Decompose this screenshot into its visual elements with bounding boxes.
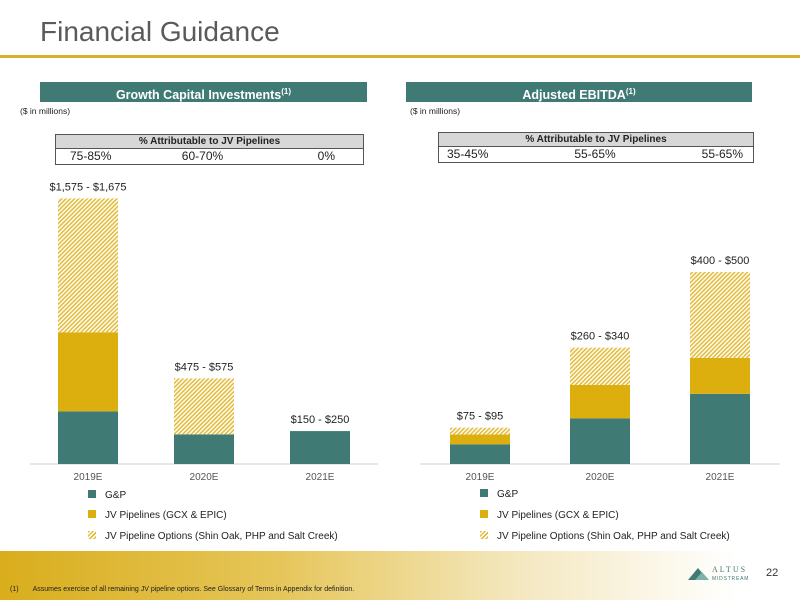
options-swatch <box>88 531 96 540</box>
right-units-label: ($ in millions) <box>410 106 461 116</box>
gp-swatch <box>480 489 488 498</box>
growth-capital-bar-jv-options-2019E <box>58 198 118 333</box>
footnote-number: (1) <box>10 586 19 593</box>
growth-capital-banner-text: Growth Capital Investments <box>115 88 282 103</box>
right-legend-item-gp: G&P <box>480 489 518 501</box>
options-swatch <box>480 531 488 540</box>
footnote: (1) Assumes exercise of all remaining JV … <box>10 586 354 593</box>
growth-capital-bar-jv-pipelines-2019E <box>58 332 118 412</box>
left-jv-value-2019: 75-85% <box>70 149 112 163</box>
altus-logo: ALTUS MIDSTREAM <box>686 562 756 589</box>
growth-capital-bar-jv-options-2020E <box>174 378 234 435</box>
growth-capital-bar-label-2021E: $150 - $250 <box>291 414 350 426</box>
adjusted-ebitda-tick-label-2020E: 2020E <box>586 472 615 483</box>
right-legend-label-gp: G&P <box>497 489 519 500</box>
page-title: Financial Guidance <box>40 16 280 47</box>
growth-capital-bar-gp-2019E <box>58 411 118 464</box>
left-jv-table-header: % Attributable to JV Pipelines <box>56 135 363 149</box>
adjusted-ebitda-bar-gp-2020E <box>570 418 630 464</box>
adjusted-ebitda-bar-jv-pipelines-2019E <box>450 434 510 445</box>
growth-capital-bar-gp-2021E <box>290 431 350 464</box>
right-jv-table: % Attributable to JV Pipelines 35-45% 55… <box>438 132 754 163</box>
growth-capital-bar-gp-2020E <box>174 434 234 464</box>
logo-line2: MIDSTREAM <box>712 576 749 582</box>
growth-capital-footnote-ref: (1) <box>281 87 292 96</box>
left-legend-label-options: JV Pipeline Options (Shin Oak, PHP and S… <box>105 531 338 542</box>
adjusted-ebitda-footnote-ref: (1) <box>625 87 636 96</box>
left-jv-value-2020: 60-70% <box>181 149 224 163</box>
adjusted-ebitda-bar-jv-options-2021E <box>690 272 750 358</box>
right-jv-value-2020: 55-65% <box>574 147 616 161</box>
left-legend-label-gp: G&P <box>105 490 127 501</box>
adjusted-ebitda-tick-label-2019E: 2019E <box>466 472 495 483</box>
adjusted-ebitda-bar-jv-options-2019E <box>450 427 510 435</box>
left-jv-value-2021: 0% <box>317 149 335 163</box>
adjusted-ebitda-bar-jv-options-2020E <box>570 347 630 385</box>
left-legend-item-options: JV Pipeline Options (Shin Oak, PHP and S… <box>88 531 338 543</box>
right-jv-value-2019: 35-45% <box>447 147 489 161</box>
growth-capital-tick-label-2020E: 2020E <box>190 472 219 483</box>
page-number: 22 <box>766 567 779 579</box>
adjusted-ebitda-bar-gp-2019E <box>450 444 510 464</box>
adjusted-ebitda-banner-text: Adjusted EBITDA <box>522 88 626 103</box>
title-divider <box>0 55 800 58</box>
growth-capital-bar-label-2019E: $1,575 - $1,675 <box>49 181 126 193</box>
left-legend-label-jv: JV Pipelines (GCX & EPIC) <box>105 510 227 521</box>
adjusted-ebitda-bar-jv-pipelines-2021E <box>690 357 750 394</box>
left-units-label: ($ in millions) <box>20 106 71 116</box>
left-jv-table: % Attributable to JV Pipelines 75-85% 60… <box>55 134 364 165</box>
growth-capital-banner: Growth Capital Investments(1) <box>40 82 367 102</box>
adjusted-ebitda-bar-gp-2021E <box>690 393 750 464</box>
left-legend-item-jv: JV Pipelines (GCX & EPIC) <box>88 510 227 522</box>
right-legend-item-jv: JV Pipelines (GCX & EPIC) <box>480 510 619 522</box>
jv-swatch <box>88 510 96 519</box>
footnote-text: Assumes exercise of all remaining JV pip… <box>32 586 355 593</box>
logo-line1: ALTUS <box>712 565 747 574</box>
gp-swatch <box>88 490 96 499</box>
adjusted-ebitda-bar-label-2019E: $75 - $95 <box>457 411 503 423</box>
adjusted-ebitda-bar-label-2021E: $400 - $500 <box>691 255 750 267</box>
right-legend-label-jv: JV Pipelines (GCX & EPIC) <box>497 510 619 521</box>
jv-swatch <box>480 510 488 519</box>
left-legend-item-gp: G&P <box>88 490 126 502</box>
adjusted-ebitda-banner: Adjusted EBITDA(1) <box>406 82 752 102</box>
right-legend-item-options: JV Pipeline Options (Shin Oak, PHP and S… <box>480 531 730 543</box>
growth-capital-tick-label-2019E: 2019E <box>74 472 103 483</box>
right-legend-label-options: JV Pipeline Options (Shin Oak, PHP and S… <box>497 531 730 542</box>
right-jv-table-header: % Attributable to JV Pipelines <box>439 133 753 147</box>
growth-capital-tick-label-2021E: 2021E <box>306 472 335 483</box>
footer-band <box>0 551 800 600</box>
adjusted-ebitda-bar-jv-pipelines-2020E <box>570 384 630 419</box>
adjusted-ebitda-bar-label-2020E: $260 - $340 <box>571 331 630 343</box>
altus-logo-mark-icon: ALTUS MIDSTREAM <box>688 565 749 582</box>
growth-capital-chart: 2019E $1,575 - $1,675 2020E $475 - $575 2021… <box>30 181 378 483</box>
growth-capital-bar-label-2020E: $475 - $575 <box>175 361 234 373</box>
adjusted-ebitda-tick-label-2021E: 2021E <box>706 472 735 483</box>
adjusted-ebitda-chart: 2019E $75 - $95 2020E $260 - $340 2021E $400 … <box>420 255 780 483</box>
right-jv-value-2021: 55-65% <box>701 147 744 161</box>
